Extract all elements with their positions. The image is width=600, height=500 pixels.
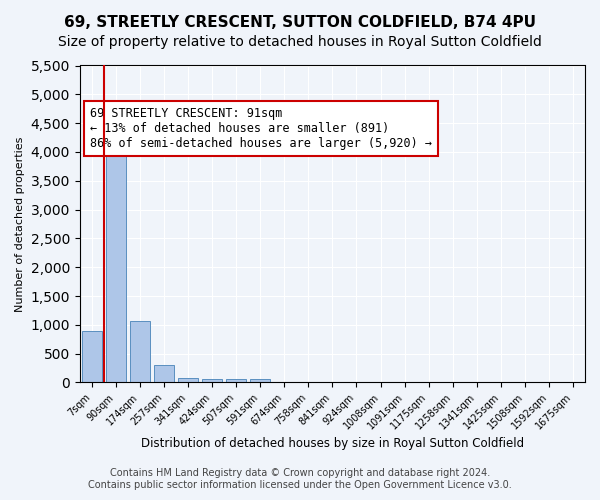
Text: Contains HM Land Registry data © Crown copyright and database right 2024.
Contai: Contains HM Land Registry data © Crown c… (88, 468, 512, 490)
Bar (178, 378, 198, 382)
Bar (250, 379, 271, 382)
Text: 69 STREETLY CRESCENT: 91sqm
← 13% of detached houses are smaller (891)
86% of se: 69 STREETLY CRESCENT: 91sqm ← 13% of det… (90, 106, 432, 150)
Text: 69, STREETLY CRESCENT, SUTTON COLDFIELD, B74 4PU: 69, STREETLY CRESCENT, SUTTON COLDFIELD,… (64, 15, 536, 30)
Bar (154, 365, 174, 382)
Text: Size of property relative to detached houses in Royal Sutton Coldfield: Size of property relative to detached ho… (58, 35, 542, 49)
Bar (130, 322, 150, 382)
Bar (226, 380, 247, 382)
Bar (82, 330, 102, 382)
Y-axis label: Number of detached properties: Number of detached properties (15, 136, 25, 312)
Bar (106, 119, 126, 382)
X-axis label: Distribution of detached houses by size in Royal Sutton Coldfield: Distribution of detached houses by size … (141, 437, 524, 450)
Bar (202, 378, 223, 382)
